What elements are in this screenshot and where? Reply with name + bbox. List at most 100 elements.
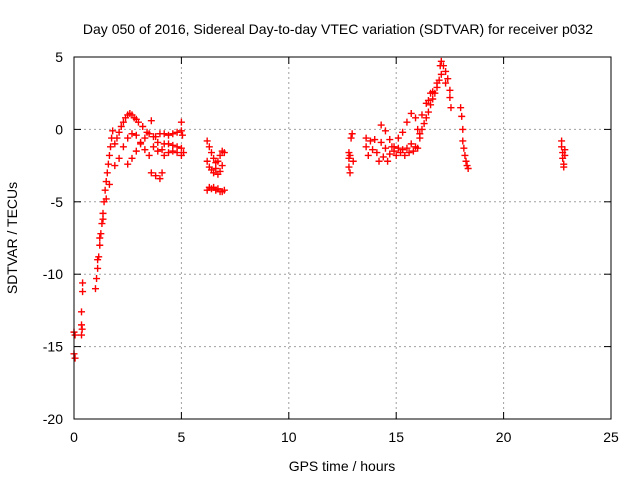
- data-point: [71, 354, 79, 362]
- data-point: [177, 144, 185, 152]
- data-point: [169, 147, 177, 155]
- data-point: [386, 136, 394, 144]
- chart-title: Day 050 of 2016, Sidereal Day-to-day VTE…: [83, 21, 593, 37]
- data-point: [394, 144, 402, 152]
- data-point: [145, 151, 153, 159]
- data-point: [457, 104, 465, 112]
- data-point: [560, 163, 568, 171]
- grid-lines: [74, 57, 611, 419]
- data-point: [210, 154, 218, 162]
- data-point: [561, 151, 569, 159]
- data-point: [152, 172, 160, 180]
- data-point: [207, 149, 215, 157]
- data-point: [446, 86, 454, 94]
- data-point: [446, 94, 454, 102]
- data-point: [149, 143, 157, 151]
- data-point: [173, 128, 181, 136]
- data-point: [439, 62, 447, 70]
- x-axis-label: GPS time / hours: [289, 458, 396, 474]
- data-point: [165, 149, 173, 157]
- x-tick-label: 15: [388, 429, 404, 445]
- data-point: [113, 134, 121, 142]
- data-point: [414, 144, 422, 152]
- data-point: [422, 99, 430, 107]
- data-point: [459, 125, 467, 133]
- data-point: [442, 79, 450, 87]
- data-point: [103, 169, 111, 177]
- data-point: [424, 108, 432, 116]
- data-point: [156, 175, 164, 183]
- data-point: [169, 130, 177, 138]
- data-point: [178, 131, 186, 139]
- x-tick-label: 10: [281, 429, 297, 445]
- data-point: [132, 131, 140, 139]
- x-tick-label: 0: [70, 429, 78, 445]
- data-point: [132, 147, 140, 155]
- data-point: [364, 151, 372, 159]
- data-point: [214, 157, 222, 165]
- data-point: [399, 146, 407, 154]
- data-point: [437, 70, 445, 78]
- data-point: [348, 130, 356, 138]
- data-point: [102, 195, 110, 203]
- data-point: [147, 169, 155, 177]
- data-point: [134, 118, 142, 126]
- data-point: [458, 112, 466, 120]
- plot-frame: [73, 56, 612, 420]
- data-point: [403, 118, 411, 126]
- data-point: [442, 67, 450, 75]
- data-point: [154, 138, 162, 146]
- data-point: [98, 220, 106, 228]
- data-point: [422, 114, 430, 122]
- data-point: [392, 151, 400, 159]
- data-point: [444, 75, 452, 83]
- data-point: [107, 143, 115, 151]
- data-point: [105, 180, 113, 188]
- y-tick-label: -20: [43, 411, 63, 427]
- data-point: [139, 123, 147, 131]
- data-points: [70, 57, 569, 362]
- data-point: [124, 160, 132, 168]
- data-point: [346, 151, 354, 159]
- data-point: [147, 117, 155, 125]
- data-point: [210, 169, 218, 177]
- data-point: [346, 169, 354, 177]
- data-point: [407, 109, 415, 117]
- data-point: [366, 137, 374, 145]
- x-tick-label: 25: [603, 429, 619, 445]
- data-point: [216, 151, 224, 159]
- data-point: [420, 120, 428, 128]
- data-point: [386, 150, 394, 158]
- data-point: [220, 149, 228, 157]
- data-point: [149, 133, 157, 141]
- y-tick-label: 0: [55, 121, 63, 137]
- data-point: [403, 144, 411, 152]
- data-point: [418, 111, 426, 119]
- data-point: [115, 154, 123, 162]
- data-point: [160, 130, 168, 138]
- data-point: [101, 186, 109, 194]
- data-point: [460, 144, 468, 152]
- data-point: [111, 140, 119, 148]
- data-point: [93, 275, 101, 283]
- data-point: [407, 140, 415, 148]
- y-tick-label: 5: [55, 49, 63, 65]
- data-point: [203, 157, 211, 165]
- data-point: [96, 241, 104, 249]
- data-point: [160, 151, 168, 159]
- data-point: [405, 149, 413, 157]
- y-tick-labels: -20 -15 -10 -5 0 5: [43, 49, 63, 427]
- data-point: [429, 95, 437, 103]
- data-point: [177, 118, 185, 126]
- data-point: [180, 149, 188, 157]
- axis-ticks: [73, 56, 612, 420]
- data-point: [165, 140, 173, 148]
- data-point: [94, 256, 102, 264]
- data-point: [373, 149, 381, 157]
- data-point: [78, 308, 86, 316]
- data-point: [345, 163, 353, 171]
- data-point: [381, 127, 389, 135]
- data-point: [79, 288, 87, 296]
